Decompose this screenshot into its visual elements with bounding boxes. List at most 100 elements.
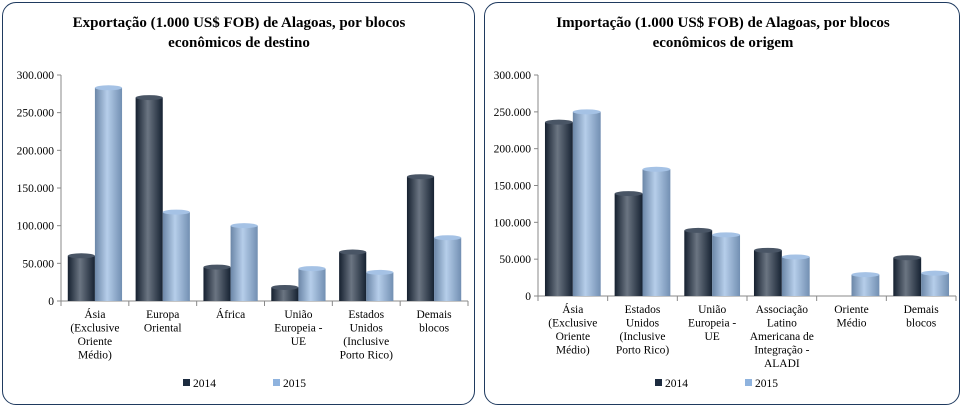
category-label: Demais bbox=[904, 304, 940, 316]
chart-title-line: econômicos de destino bbox=[168, 35, 310, 51]
bar-2014-2 bbox=[203, 267, 231, 301]
bar-2015-5 bbox=[921, 273, 950, 296]
category-label: União bbox=[698, 304, 726, 316]
bar-cap-2015-1 bbox=[162, 209, 190, 215]
chart-title-line: econômicos de origem bbox=[653, 35, 794, 51]
category-label: Demais bbox=[417, 309, 453, 321]
bar-2014-5 bbox=[406, 176, 435, 301]
import-chart: Importação (1.000 US$ FOB) de Alagoas, p… bbox=[494, 15, 957, 390]
legend-swatch-2015 bbox=[745, 379, 752, 386]
legend-swatch-2014 bbox=[183, 379, 190, 386]
y-tick-label: 0 bbox=[525, 291, 531, 303]
export-chart: Exportação (1.000 US$ FOB) de Alagoas, p… bbox=[17, 15, 469, 390]
category-label: (Exclusive bbox=[548, 318, 597, 330]
bar-2015-4 bbox=[851, 274, 880, 296]
category-label: blocos bbox=[419, 323, 450, 335]
bar-2015-3 bbox=[298, 268, 326, 301]
bar-cap-2014-3 bbox=[753, 247, 782, 253]
category-label: UE bbox=[291, 336, 306, 348]
category-label: Estados bbox=[348, 309, 384, 321]
category-label: Médio) bbox=[78, 350, 112, 362]
bar-2015-3 bbox=[781, 256, 810, 296]
bar-2015-4 bbox=[366, 272, 394, 301]
bar-2014-3 bbox=[271, 287, 299, 301]
bar-cap-2014-2 bbox=[684, 227, 713, 233]
bar-2015-0 bbox=[572, 111, 601, 296]
bar-2014-0 bbox=[544, 122, 573, 296]
category-label: Oriente bbox=[834, 304, 868, 316]
bar-2015-1 bbox=[642, 169, 671, 296]
category-label: Europeia - bbox=[688, 318, 736, 330]
bar-2014-4 bbox=[339, 252, 367, 301]
y-tick-label: 150.000 bbox=[494, 181, 532, 193]
chart-title-line: Importação (1.000 US$ FOB) de Alagoas, p… bbox=[556, 15, 890, 31]
bar-cap-2014-0 bbox=[67, 253, 95, 259]
y-tick-label: 100.000 bbox=[494, 217, 532, 229]
bar-cap-2014-5 bbox=[406, 174, 435, 180]
category-label: Latino bbox=[767, 318, 797, 330]
legend-label-2014: 2014 bbox=[665, 378, 688, 390]
category-label: Integração - bbox=[754, 345, 809, 357]
bar-cap-2015-3 bbox=[781, 254, 810, 260]
category-label: (Inclusive bbox=[620, 331, 666, 343]
category-label: Oriente bbox=[78, 336, 112, 348]
chart-title-line: Exportação (1.000 US$ FOB) de Alagoas, p… bbox=[73, 15, 406, 31]
legend-swatch-2015 bbox=[273, 379, 280, 386]
y-tick-label: 250.000 bbox=[494, 107, 532, 119]
bar-cap-2014-1 bbox=[614, 191, 643, 197]
category-label: Unidos bbox=[626, 318, 660, 330]
category-label: Médio bbox=[836, 318, 866, 330]
category-label: Porto Rico) bbox=[616, 345, 670, 357]
bar-cap-2015-2 bbox=[712, 232, 741, 238]
bar-cap-2015-3 bbox=[298, 266, 326, 272]
legend-label-2015: 2015 bbox=[755, 378, 778, 390]
category-label: Associação bbox=[756, 304, 809, 316]
category-label: Oriental bbox=[144, 323, 182, 335]
category-label: Americana de bbox=[750, 331, 814, 343]
legend-label-2015: 2015 bbox=[283, 378, 306, 390]
y-tick-label: 50.000 bbox=[22, 258, 54, 270]
bar-2015-5 bbox=[434, 237, 462, 301]
bar-cap-2015-0 bbox=[94, 85, 123, 91]
bar-2014-2 bbox=[684, 230, 713, 296]
category-label: Europeia - bbox=[274, 323, 322, 335]
bar-cap-2015-4 bbox=[366, 269, 394, 275]
category-label: blocos bbox=[906, 318, 937, 330]
category-label: (Exclusive bbox=[70, 323, 119, 335]
legend-swatch-2014 bbox=[655, 379, 662, 386]
export-chart-panel: Exportação (1.000 US$ FOB) de Alagoas, p… bbox=[2, 2, 475, 405]
category-label: África bbox=[216, 307, 245, 321]
bar-cap-2015-4 bbox=[851, 272, 880, 278]
bar-2015-2 bbox=[712, 234, 741, 296]
y-tick-label: 300.000 bbox=[17, 70, 55, 82]
category-label: Europa bbox=[146, 309, 179, 321]
bar-cap-2014-3 bbox=[271, 284, 299, 290]
y-tick-label: 150.000 bbox=[17, 183, 55, 195]
category-label: UE bbox=[704, 331, 719, 343]
bar-cap-2015-2 bbox=[230, 223, 258, 229]
bar-2015-2 bbox=[230, 225, 258, 301]
y-tick-label: 100.000 bbox=[17, 221, 55, 233]
category-label: Ásia bbox=[84, 307, 105, 321]
bar-cap-2014-0 bbox=[544, 119, 573, 125]
y-tick-label: 300.000 bbox=[494, 70, 532, 82]
bar-cap-2014-5 bbox=[893, 255, 922, 261]
category-label: Porto Rico) bbox=[340, 350, 394, 362]
category-label: Ásia bbox=[562, 302, 583, 316]
y-tick-label: 0 bbox=[48, 296, 54, 308]
category-label: Estados bbox=[625, 304, 661, 316]
bar-2014-1 bbox=[135, 97, 163, 301]
bar-2015-0 bbox=[94, 87, 123, 301]
bar-cap-2015-5 bbox=[921, 270, 950, 276]
bar-cap-2015-5 bbox=[434, 235, 462, 241]
bar-2015-1 bbox=[162, 212, 190, 301]
import-chart-panel: Importação (1.000 US$ FOB) de Alagoas, p… bbox=[484, 2, 960, 405]
category-label: Médio) bbox=[556, 345, 590, 357]
bar-cap-2014-2 bbox=[203, 264, 231, 270]
category-label: (Inclusive bbox=[343, 336, 389, 348]
category-label: Unidos bbox=[350, 323, 384, 335]
y-tick-label: 200.000 bbox=[17, 145, 55, 157]
bar-2014-5 bbox=[893, 257, 922, 296]
bar-cap-2015-0 bbox=[572, 109, 601, 115]
y-tick-label: 50.000 bbox=[499, 254, 531, 266]
